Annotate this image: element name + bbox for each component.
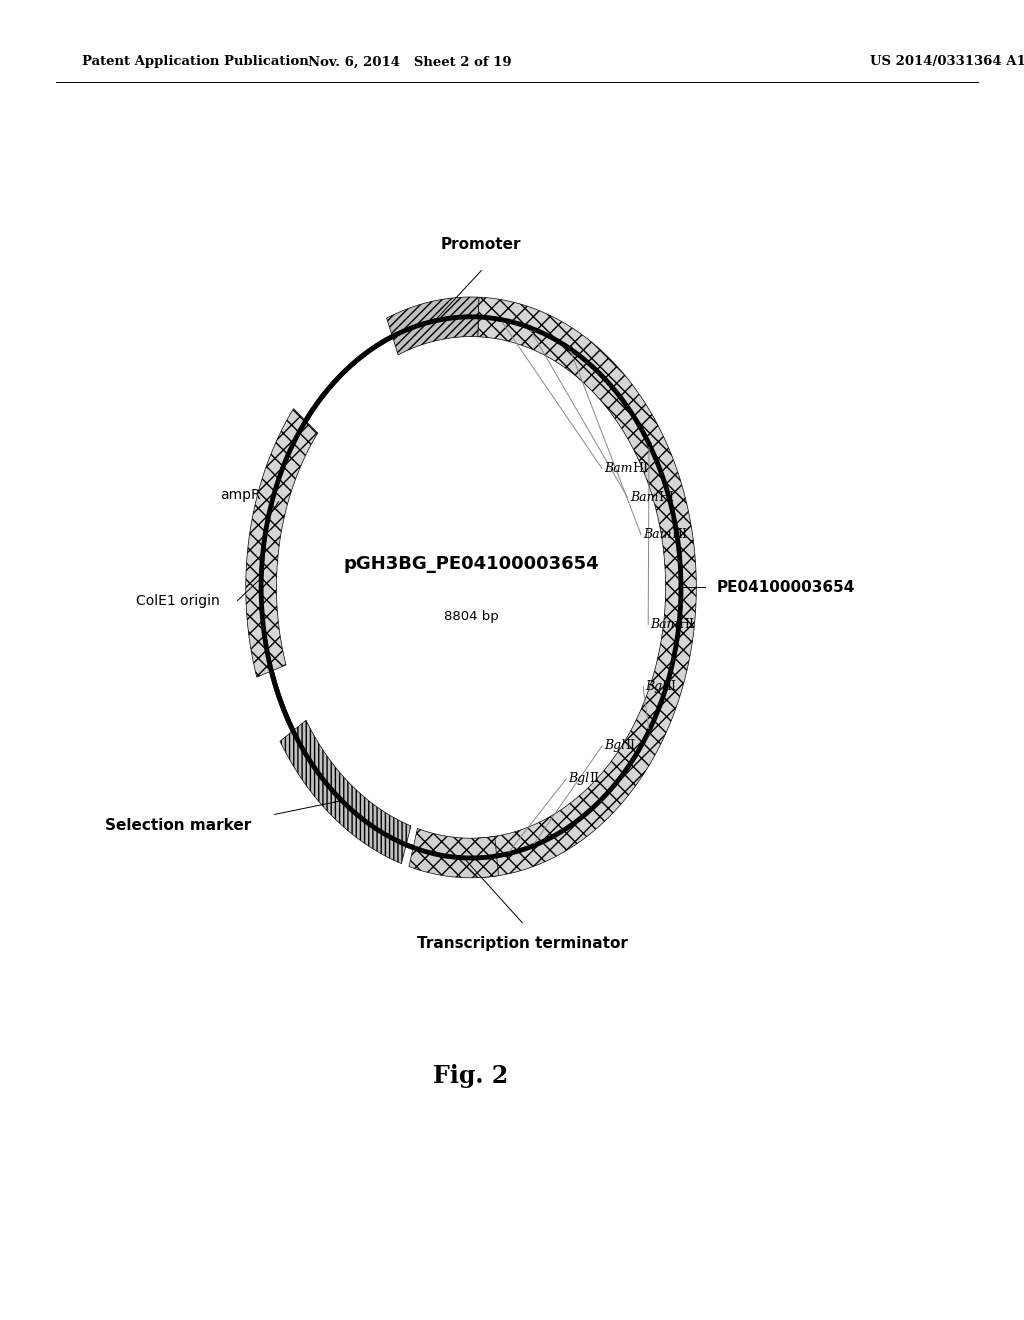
Text: HI: HI (679, 618, 694, 631)
Text: 8804 bp: 8804 bp (443, 610, 499, 623)
Text: HI: HI (633, 462, 648, 475)
Text: HI: HI (672, 528, 687, 541)
Polygon shape (409, 829, 499, 878)
Text: II: II (626, 739, 635, 752)
Text: Bgl: Bgl (604, 739, 626, 752)
Polygon shape (246, 409, 317, 677)
Text: HI: HI (658, 491, 674, 504)
Text: Bam: Bam (650, 618, 679, 631)
Text: pGH3BG_PE04100003654: pGH3BG_PE04100003654 (343, 554, 599, 573)
Polygon shape (478, 297, 696, 878)
Text: Nov. 6, 2014   Sheet 2 of 19: Nov. 6, 2014 Sheet 2 of 19 (308, 55, 511, 69)
Text: Bam: Bam (604, 462, 633, 475)
Text: II: II (590, 772, 599, 785)
Polygon shape (280, 721, 411, 863)
Text: Transcription terminator: Transcription terminator (417, 936, 628, 952)
Text: US 2014/0331364 A1: US 2014/0331364 A1 (870, 55, 1024, 69)
Text: PE04100003654: PE04100003654 (717, 579, 855, 595)
Polygon shape (387, 297, 479, 355)
Text: Bam: Bam (630, 491, 658, 504)
Text: Patent Application Publication: Patent Application Publication (82, 55, 308, 69)
Text: II: II (667, 680, 676, 693)
Text: Bgl: Bgl (568, 772, 590, 785)
Text: Selection marker: Selection marker (104, 817, 251, 833)
Text: Promoter: Promoter (441, 236, 521, 252)
Text: Bam: Bam (643, 528, 672, 541)
Text: ampR: ampR (220, 488, 261, 502)
Text: Fig. 2: Fig. 2 (433, 1064, 509, 1088)
Text: Bgl: Bgl (645, 680, 667, 693)
Text: ColE1 origin: ColE1 origin (136, 594, 220, 607)
